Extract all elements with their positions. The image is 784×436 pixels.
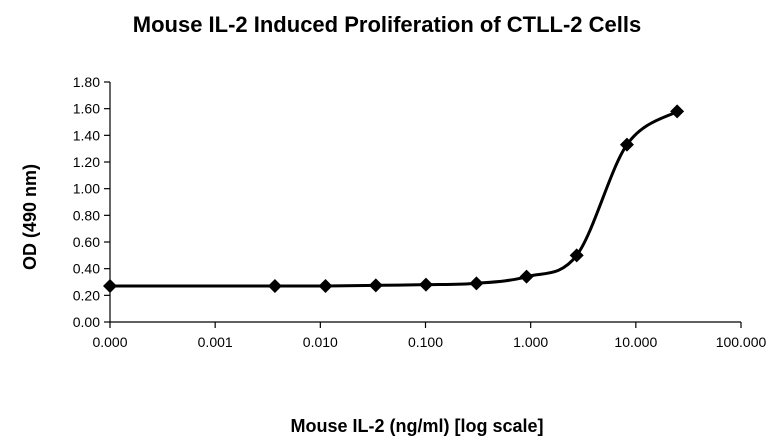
data-point-marker [670, 104, 685, 119]
data-point-marker [318, 279, 333, 293]
x-tick-label: 0.010 [303, 334, 338, 350]
x-tick-label: 0.100 [408, 334, 443, 350]
series-layer [103, 104, 685, 293]
y-tick-label: 0.40 [73, 261, 100, 277]
y-tick-label: 1.80 [73, 74, 100, 90]
y-tick-label: 0.20 [73, 287, 100, 303]
y-axis-title: OD (490 nm) [20, 164, 40, 270]
y-tick-label: 1.20 [73, 154, 100, 170]
data-point-marker [103, 279, 117, 293]
data-point-marker [418, 277, 433, 292]
plot-area: 0.00 0.20 0.40 0.60 0.80 1.00 1.20 1.40 1.60 1.80… [73, 74, 767, 350]
x-tick-label: 1.000 [513, 334, 548, 350]
x-axis-title: Mouse IL-2 (ng/ml) [log scale] [290, 416, 543, 436]
y-tick-label: 0.80 [73, 207, 100, 223]
y-tick-label: 1.60 [73, 101, 100, 117]
y-axis-ticks: 0.00 0.20 0.40 0.60 0.80 1.00 1.20 1.40 1.60 1.80 [73, 74, 110, 330]
y-tick-label: 0.60 [73, 234, 100, 250]
x-tick-label: 100.000 [716, 334, 767, 350]
x-tick-label: 10.000 [614, 334, 657, 350]
x-tick-label: 0.000 [92, 334, 127, 350]
series-line [109, 110, 678, 288]
x-axis-ticks: 0.000 0.001 0.010 0.100 1.000 10.000 100.000 [92, 322, 767, 350]
data-point-marker [267, 279, 282, 293]
data-point-marker [569, 248, 584, 263]
data-point-marker [619, 137, 634, 152]
x-tick-label: 0.001 [198, 334, 233, 350]
y-tick-label: 1.00 [73, 181, 100, 197]
data-point-marker [368, 278, 383, 293]
data-point-marker [519, 269, 534, 284]
chart-title: Mouse IL-2 Induced Proliferation of CTLL… [133, 12, 641, 37]
y-tick-label: 0.00 [73, 314, 100, 330]
y-tick-label: 1.40 [73, 127, 100, 143]
data-point-marker [469, 276, 484, 291]
